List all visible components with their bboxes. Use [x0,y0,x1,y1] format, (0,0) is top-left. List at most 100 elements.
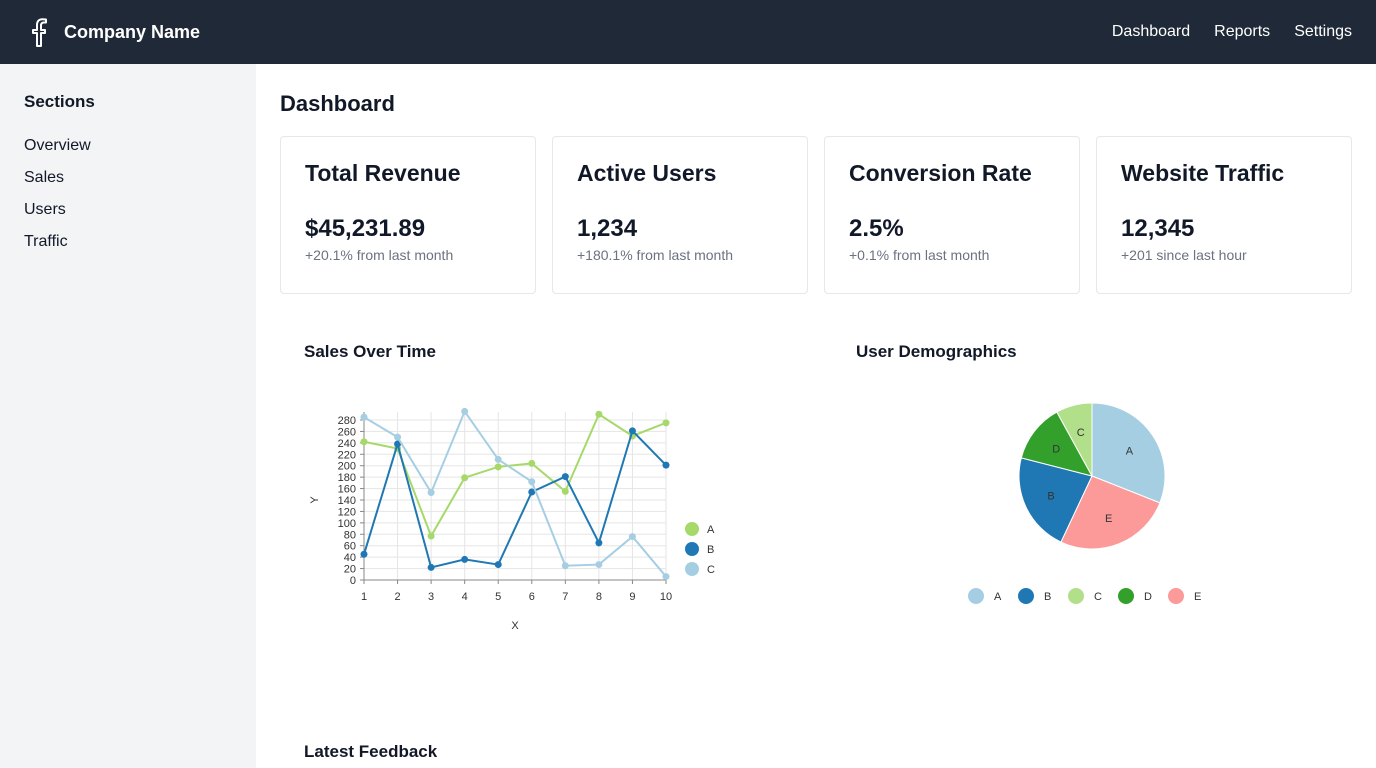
data-point-b [595,539,603,547]
stat-cards: Total Revenue $45,231.89 +20.1% from las… [280,136,1352,294]
demographics-chart-panel: User Demographics A E B D C A B C D E [856,342,1201,604]
y-tick-label: 200 [338,461,356,473]
sales-chart-title: Sales Over Time [304,342,436,361]
brand[interactable]: Company Name [24,16,200,48]
series-line-b [363,428,667,569]
x-tick-label: 4 [462,591,468,603]
demographics-pie-chart: A E B D C A B C D E [968,402,1201,604]
pie-slice-d [1020,411,1093,477]
x-tick-label: 2 [394,591,400,603]
card-value: 12,345 [1121,215,1195,242]
card-subtext: +20.1% from last month [305,247,454,263]
legend-swatch-a [685,522,699,536]
data-point-c [461,407,469,415]
x-tick-label: 9 [629,591,635,603]
data-point-c [528,478,536,486]
data-point-a [561,487,569,495]
pie-slice-b [1018,457,1093,543]
sidebar-item-users[interactable]: Users [24,201,66,218]
legend-label-c: C [1094,591,1102,603]
x-axis-title: X [511,620,519,632]
data-point-b [628,427,636,435]
card-value: 1,234 [577,215,638,242]
legend-swatch-c [685,562,699,576]
card-subtext: +201 since last hour [1121,247,1247,263]
page-title: Dashboard [280,91,395,116]
data-point-a [595,410,603,418]
brand-name: Company Name [64,21,201,42]
x-tick-label: 5 [495,591,501,603]
nav-reports[interactable]: Reports [1214,23,1271,40]
y-tick-label: 120 [338,506,356,518]
legend-swatch-d [1118,588,1134,604]
legend-swatch-b [1018,588,1034,604]
legend-label-c: C [707,564,715,576]
card-title: Website Traffic [1121,160,1285,186]
x-tick-label: 10 [660,591,672,603]
y-tick-label: 240 [338,438,356,450]
pie-slice-label-a: A [1126,446,1134,458]
pie-slice-label-d: D [1052,443,1060,455]
legend-label-e: E [1194,591,1201,603]
card-active-users: Active Users 1,234 +180.1% from last mon… [552,136,808,294]
series-line-a [363,412,667,539]
data-point-a [360,438,368,446]
data-point-c [494,455,502,463]
facebook-f-icon [24,16,52,48]
card-title: Total Revenue [305,160,461,186]
data-point-c [628,533,636,541]
data-point-a [662,419,670,427]
sidebar-item-traffic[interactable]: Traffic [24,233,68,250]
data-point-b [561,473,569,481]
data-point-c [662,573,670,581]
y-tick-label: 180 [338,472,356,484]
data-point-b [494,561,502,569]
card-total-revenue: Total Revenue $45,231.89 +20.1% from las… [280,136,536,294]
data-point-a [427,532,435,540]
legend-swatch-c [1068,588,1084,604]
data-point-a [528,459,536,467]
sidebar-item-sales[interactable]: Sales [24,169,65,186]
pie-slice-label-c: C [1077,427,1085,439]
card-conversion-rate: Conversion Rate 2.5% +0.1% from last mon… [824,136,1080,294]
y-tick-label: 100 [338,518,356,530]
legend-swatch-b [685,542,699,556]
data-point-c [394,433,402,441]
sidebar: Sections Overview Sales Users Traffic [0,64,256,768]
y-tick-label: 60 [344,541,356,553]
y-tick-label: 160 [338,484,356,496]
pie-slice-label-b: B [1047,490,1054,502]
x-tick-label: 3 [428,591,434,603]
data-point-c [360,413,368,421]
data-point-b [528,488,536,496]
sidebar-item-overview[interactable]: Overview [24,137,91,154]
pie-slice-label-e: E [1105,513,1112,525]
pie-slice-a [1091,402,1166,504]
pie-slice-e [1060,475,1161,550]
top-navbar: Company Name Dashboard Reports Settings [0,0,1376,64]
card-value: 2.5% [849,215,904,242]
legend-label-a: A [707,524,715,536]
card-title: Active Users [577,160,717,186]
card-subtext: +0.1% from last month [849,247,990,263]
sidebar-title: Sections [24,92,95,111]
sales-chart-panel: Sales Over Time 0 20 40 60 80 100 120 140 160 180… [304,342,715,632]
data-point-b [360,550,368,558]
x-tick-label: 1 [361,591,367,603]
legend-swatch-e [1168,588,1184,604]
nav-settings[interactable]: Settings [1294,23,1352,40]
sidebar-list: Overview Sales Users Traffic [24,130,232,258]
x-tick-label: 7 [562,591,568,603]
y-tick-label: 40 [344,552,356,564]
card-title: Conversion Rate [849,160,1032,186]
top-nav: Dashboard Reports Settings [1112,23,1352,41]
x-tick-label: 8 [596,591,602,603]
card-value: $45,231.89 [305,215,426,242]
series-line-c [363,409,667,578]
data-point-c [595,561,603,569]
legend-swatch-a [968,588,984,604]
nav-dashboard[interactable]: Dashboard [1111,23,1191,40]
legend-label-d: D [1144,591,1152,603]
main-content: Dashboard Total Revenue $45,231.89 +20.1… [256,64,1376,768]
